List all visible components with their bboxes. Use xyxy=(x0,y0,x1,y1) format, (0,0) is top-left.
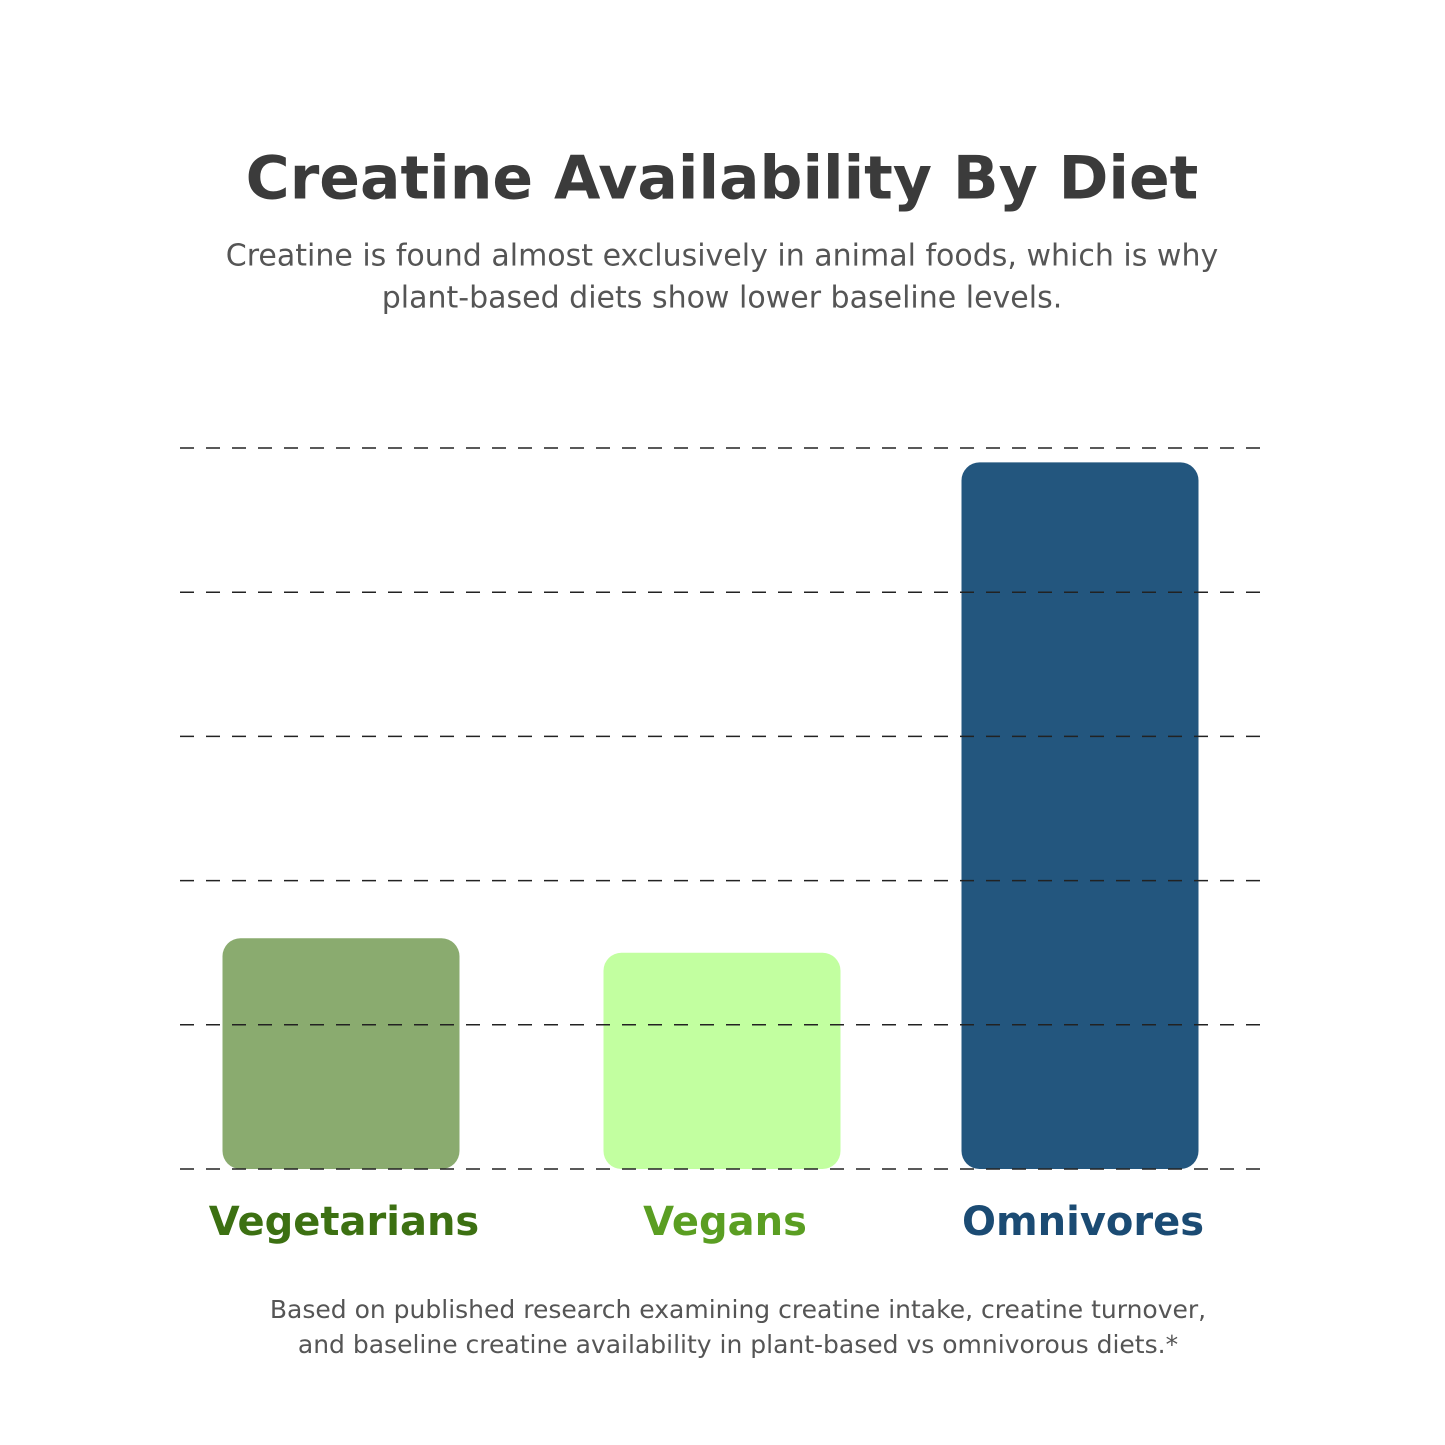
subtitle: Creatine is found almost exclusively in … xyxy=(226,239,1218,274)
bar xyxy=(603,952,841,1169)
footnote: and baseline creatine availability in pl… xyxy=(298,1330,1178,1359)
bar xyxy=(222,938,460,1169)
x-tick-label: Vegetarians xyxy=(209,1199,480,1245)
subtitle: plant-based diets show lower baseline le… xyxy=(382,281,1063,316)
chart-title: Creatine Availability By Diet xyxy=(246,144,1199,214)
x-tick-label: Omnivores xyxy=(962,1199,1204,1245)
bar xyxy=(961,462,1199,1169)
x-tick-label: Vegans xyxy=(643,1199,807,1245)
footnote: Based on published research examining cr… xyxy=(270,1295,1206,1324)
